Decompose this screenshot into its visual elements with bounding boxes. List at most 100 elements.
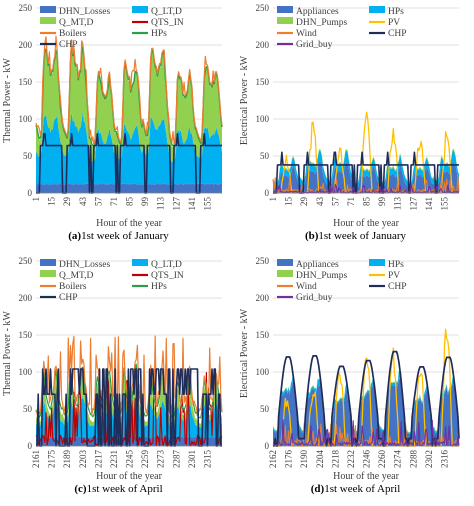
x-tick-label: 43 — [78, 197, 88, 207]
x-tick-label: 113 — [156, 197, 166, 211]
x-tick-label: 43 — [315, 197, 325, 207]
area-hps — [273, 370, 459, 435]
y-tick-label: 250 — [19, 3, 33, 13]
x-tick-label: 99 — [140, 197, 150, 207]
chart-c: 0 50 100 150 200 250 2161 2175 2189 2203 2217 2231 2… — [2, 256, 223, 482]
caption-text: 1st week of January — [318, 230, 407, 242]
area-q-mt-d — [36, 43, 222, 163]
x-tick-label: 127 — [171, 197, 181, 211]
area-appliances — [273, 160, 459, 193]
y-tick-label: 0 — [265, 188, 270, 198]
y-tick-label: 100 — [19, 114, 33, 124]
legend-label: DHN_Losses — [59, 7, 110, 17]
x-axis-title: Hour of the year — [333, 218, 399, 229]
line-grid-buy — [272, 418, 460, 447]
chart-b: 0 50 100 150 200 250 1 15 29 43 57 71 85 99 113 127 141 1… — [239, 3, 460, 229]
y-tick-label: 50 — [260, 404, 270, 414]
x-tick-label: 2217 — [93, 450, 103, 469]
area-appliances — [273, 377, 459, 446]
legend-label: Wind — [296, 29, 317, 39]
x-tick-label: 29 — [299, 197, 309, 207]
x-tick-label: 2273 — [156, 450, 166, 469]
legend-swatch — [277, 270, 293, 277]
x-tick-label: 2287 — [171, 450, 181, 469]
line-grid-buy — [273, 184, 460, 194]
legend-swatch — [369, 6, 385, 13]
y-axis-title: Electrical Power - kW — [239, 55, 250, 145]
x-axis-title: Hour of the year — [333, 471, 399, 482]
caption-text: 1st week of April — [324, 483, 401, 495]
y-tick-label: 50 — [23, 404, 33, 414]
legend-label: QTS_IN — [151, 271, 184, 281]
area-dhn-pumps — [273, 369, 459, 434]
y-tick-label: 250 — [256, 256, 270, 266]
y-tick-label: 150 — [19, 77, 33, 87]
x-tick-label: 2231 — [109, 450, 119, 468]
x-tick-label: 2175 — [47, 450, 57, 469]
area-hps — [273, 150, 459, 188]
y-tick-label: 200 — [256, 40, 270, 50]
legend-swatch — [277, 6, 293, 13]
legend-label: PV — [388, 271, 400, 281]
x-tick-label: 2302 — [424, 450, 434, 468]
legend-label: HPs — [151, 282, 167, 292]
legend-label: Q_LT,D — [151, 260, 182, 270]
x-tick-label: 2274 — [393, 450, 403, 469]
x-tick-label: 29 — [62, 197, 72, 207]
x-tick-label: 127 — [408, 197, 418, 211]
x-tick-label: 71 — [346, 197, 356, 206]
x-tick-label: 2259 — [140, 450, 150, 469]
x-tick-label: 2245 — [125, 450, 135, 469]
legend-label: Boilers — [59, 29, 87, 39]
y-tick-label: 100 — [256, 367, 270, 377]
legend-swatch — [40, 270, 56, 277]
x-tick-label: 2161 — [31, 450, 41, 468]
legend-swatch — [132, 6, 148, 13]
line-chp — [273, 350, 460, 447]
caption-d: (d)1st week of April — [237, 483, 474, 495]
line-chp — [36, 368, 222, 447]
caption-b: (b)1st week of January — [237, 230, 474, 242]
x-tick-label: 85 — [125, 197, 135, 207]
panel-a: 0 50 100 150 200 250 1 15 29 43 57 71 85 99 113 127 141 1… — [0, 0, 237, 253]
legend-label: Boilers — [59, 282, 87, 292]
x-tick-label: 2176 — [284, 450, 294, 469]
x-tick-label: 2190 — [299, 450, 309, 469]
panel-c: 0 50 100 150 200 250 2161 2175 2189 2203 2217 2231 2… — [0, 253, 237, 506]
y-tick-label: 0 — [28, 441, 33, 451]
line-boilers — [35, 35, 223, 145]
y-tick-label: 150 — [19, 330, 33, 340]
legend-label: CHP — [59, 40, 77, 50]
caption-c: (c)1st week of April — [0, 483, 237, 495]
x-tick-label: 141 — [424, 197, 434, 211]
y-tick-label: 50 — [23, 151, 33, 161]
x-tick-label: 2315 — [203, 450, 213, 469]
x-tick-label: 1 — [31, 197, 41, 202]
area-q-lt-d — [36, 111, 222, 185]
y-tick-label: 150 — [256, 77, 270, 87]
legend-swatch — [40, 259, 56, 266]
x-tick-label: 2232 — [346, 450, 356, 468]
y-axis-title: Thermal Power - kW — [2, 311, 13, 396]
x-tick-label: 2218 — [330, 450, 340, 469]
y-axis-title: Thermal Power - kW — [2, 58, 13, 143]
x-tick-label: 2189 — [62, 450, 72, 469]
legend-label: CHP — [59, 293, 77, 303]
legend-swatch — [40, 6, 56, 13]
x-tick-label: 2204 — [315, 450, 325, 469]
y-tick-label: 250 — [256, 3, 270, 13]
legend-label: Wind — [296, 282, 317, 292]
caption-letter: (a) — [68, 230, 82, 242]
x-tick-label: 2203 — [78, 450, 88, 469]
y-tick-label: 200 — [256, 293, 270, 303]
x-axis-title: Hour of the year — [96, 218, 162, 229]
legend-label: CHP — [388, 29, 406, 39]
caption-text: 1st week of April — [86, 483, 163, 495]
x-tick-label: 15 — [284, 197, 294, 207]
x-tick-label: 57 — [93, 197, 103, 207]
legend-label: HPs — [388, 7, 404, 17]
legend-label: Q_MT,D — [59, 271, 94, 281]
legend-label: Q_LT,D — [151, 7, 182, 17]
x-tick-label: 113 — [393, 197, 403, 211]
area-dhn-losses — [36, 183, 222, 193]
